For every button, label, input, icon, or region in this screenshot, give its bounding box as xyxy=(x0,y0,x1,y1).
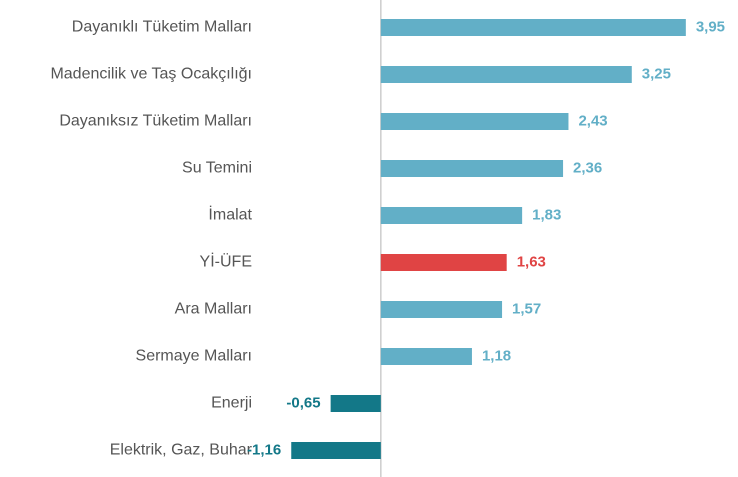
bar xyxy=(380,207,523,224)
category-label: Su Temini xyxy=(182,160,252,177)
bar xyxy=(291,442,381,459)
category-label: Enerji xyxy=(211,395,252,412)
category-label: Sermaye Malları xyxy=(136,348,252,365)
bar xyxy=(330,395,381,412)
bar xyxy=(380,348,472,365)
category-label: Dayanıklı Tüketim Malları xyxy=(72,19,252,36)
bar xyxy=(380,19,686,36)
bar xyxy=(380,160,564,177)
value-label: 2,36 xyxy=(573,159,602,176)
value-label: -1,16 xyxy=(247,441,281,458)
category-label: Dayanıksız Tüketim Malları xyxy=(59,113,252,130)
category-label: Ara Malları xyxy=(175,301,252,318)
value-label: 1,57 xyxy=(512,300,541,317)
value-label: 1,63 xyxy=(517,253,546,270)
category-label: Madencilik ve Taş Ocakçılığı xyxy=(50,66,252,83)
value-label: 1,83 xyxy=(532,206,561,223)
bar xyxy=(380,254,507,271)
category-label: İmalat xyxy=(208,205,252,224)
value-label: 3,25 xyxy=(642,65,671,82)
bar xyxy=(380,301,503,318)
value-label: 2,43 xyxy=(578,112,607,129)
category-label: Elektrik, Gaz, Buhar xyxy=(110,442,253,459)
value-label: 1,18 xyxy=(482,347,511,364)
bar xyxy=(380,113,569,130)
value-label: 3,95 xyxy=(696,18,725,35)
value-label: -0,65 xyxy=(286,394,320,411)
bar xyxy=(380,66,632,83)
category-label: Yİ-ÜFE xyxy=(200,252,252,271)
